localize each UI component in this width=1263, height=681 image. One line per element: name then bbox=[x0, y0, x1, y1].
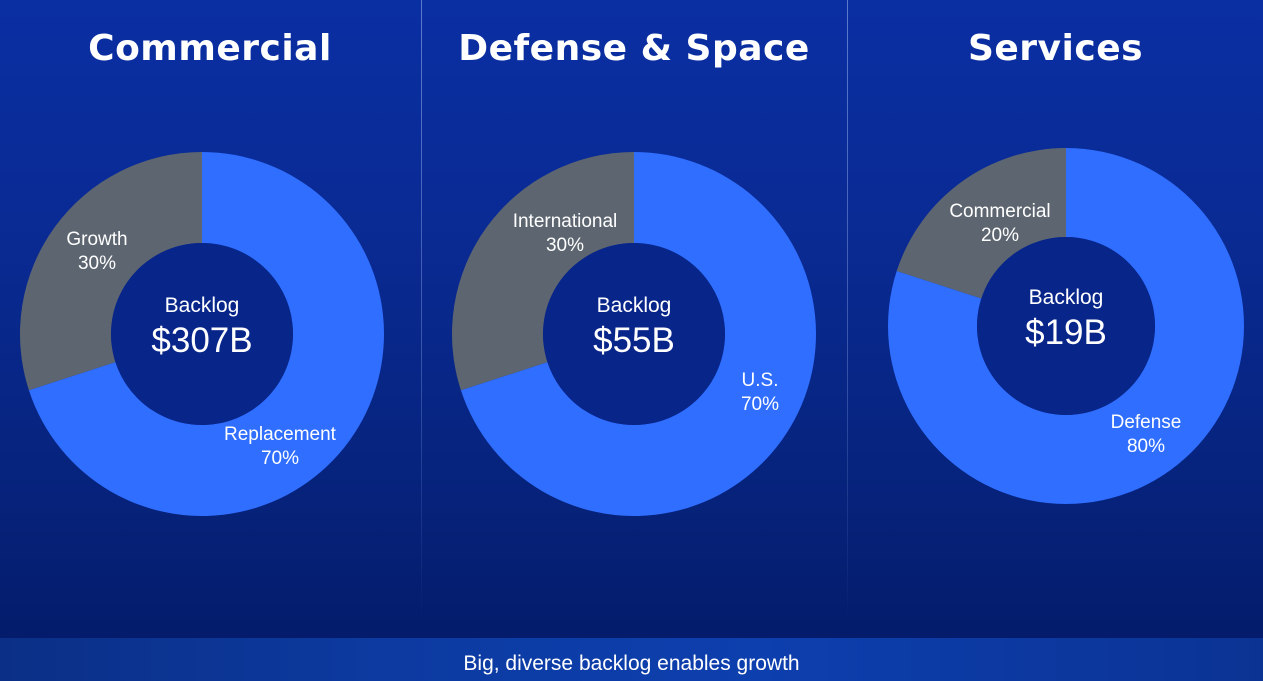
services-donut-chart: Defense 80% Commercial 20% Backlog $19B bbox=[888, 148, 1244, 505]
slice-value-label: 70% bbox=[741, 394, 779, 415]
slice-value-label: 30% bbox=[78, 253, 116, 274]
panel-divider-2 bbox=[847, 0, 848, 620]
slice-value-label: 80% bbox=[1127, 436, 1165, 457]
center-label: Backlog bbox=[165, 294, 240, 317]
center-value: $55B bbox=[593, 321, 675, 360]
donut-slice-defense bbox=[888, 148, 1244, 505]
donut-hole bbox=[111, 243, 293, 425]
services-title: Services bbox=[967, 28, 1144, 69]
commercial-panel: Commercial bbox=[0, 0, 420, 620]
donut-slice-commercial bbox=[896, 148, 1066, 299]
center-label: Backlog bbox=[597, 294, 672, 317]
center-value: $19B bbox=[1025, 313, 1107, 352]
center-value: $307B bbox=[151, 321, 252, 360]
defense-space-panel: Defense & Space bbox=[422, 0, 846, 620]
slice-value-label: 70% bbox=[261, 448, 299, 469]
donut-hole bbox=[543, 243, 725, 425]
services-panel: Services bbox=[848, 0, 1263, 620]
slice-value-label: 20% bbox=[981, 225, 1019, 246]
slice-label: Commercial bbox=[949, 201, 1050, 222]
slice-label: U.S. bbox=[742, 370, 779, 391]
commercial-title: Commercial bbox=[88, 28, 332, 69]
slice-label: International bbox=[513, 211, 618, 232]
defense-space-donut-chart: U.S. 70% International 30% Backlog $55B bbox=[452, 152, 816, 516]
panel-divider-1 bbox=[421, 0, 422, 620]
donut-slice-international bbox=[452, 152, 634, 391]
donut-slice-u-s bbox=[460, 152, 816, 516]
donut-slice-replacement bbox=[28, 152, 385, 516]
footer-band bbox=[0, 638, 1263, 681]
footer-caption: Big, diverse backlog enables growth bbox=[463, 652, 800, 675]
center-label: Backlog bbox=[1029, 286, 1104, 309]
slice-label: Growth bbox=[66, 229, 127, 250]
slice-label: Replacement bbox=[224, 424, 337, 445]
slice-value-label: 30% bbox=[546, 235, 584, 256]
donut-slice-growth bbox=[19, 152, 203, 391]
slice-label: Defense bbox=[1111, 412, 1182, 433]
commercial-donut-chart: Replacement 70% Growth 30% Backlog $307B bbox=[19, 152, 385, 516]
defense-space-title: Defense & Space bbox=[458, 28, 810, 69]
donut-hole bbox=[977, 237, 1155, 415]
